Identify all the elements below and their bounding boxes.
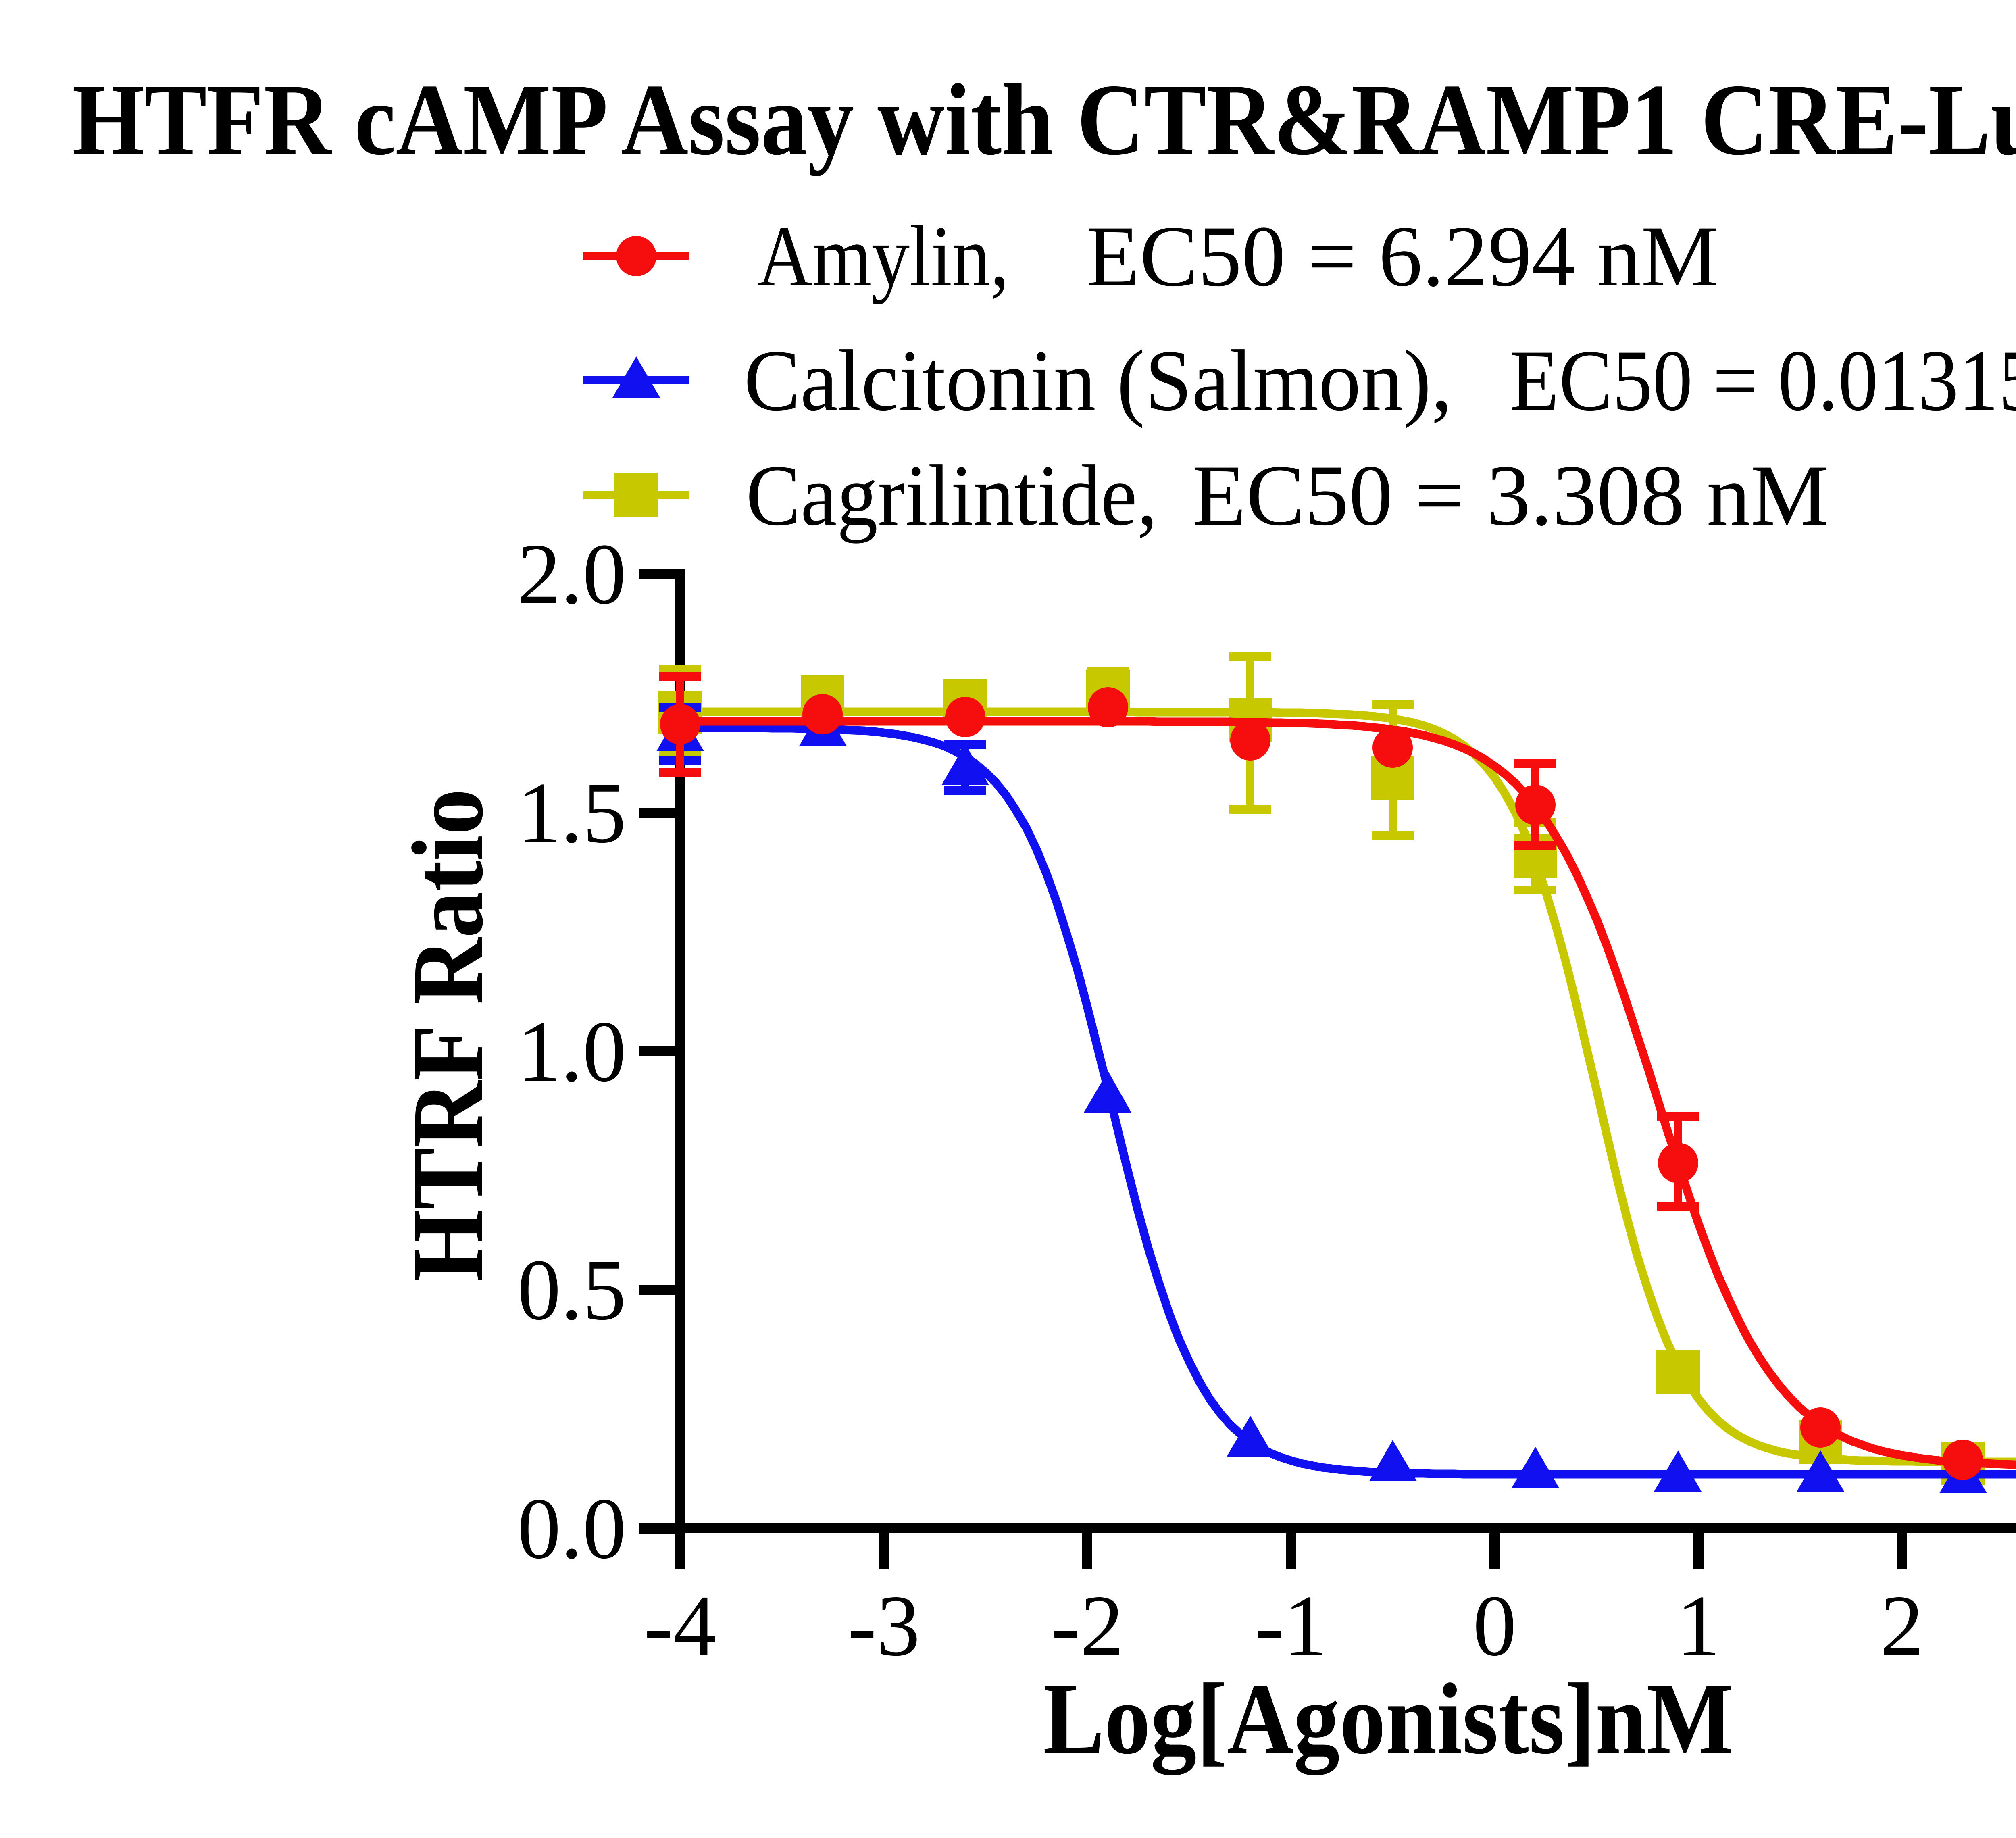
svg-text:0.0: 0.0 — [517, 1480, 626, 1577]
svg-text:1.0: 1.0 — [517, 1003, 626, 1100]
svg-text:Calcitonin (Salmon),: Calcitonin (Salmon), — [744, 332, 1452, 429]
svg-text:EC50 = 3.308 nM: EC50 = 3.308 nM — [1192, 447, 1829, 544]
svg-text:EC50 = 6.294 nM: EC50 = 6.294 nM — [1086, 208, 1719, 304]
svg-text:2.0: 2.0 — [517, 526, 626, 622]
svg-text:-2: -2 — [1051, 1578, 1124, 1674]
svg-text:0: 0 — [1473, 1578, 1516, 1674]
svg-text:Cagrilintide,: Cagrilintide, — [746, 447, 1158, 544]
svg-text:EC50 = 0.01315 nM: EC50 = 0.01315 nM — [1510, 332, 2016, 429]
svg-text:-3: -3 — [848, 1578, 920, 1674]
svg-text:-4: -4 — [644, 1578, 716, 1674]
svg-text:0.5: 0.5 — [517, 1242, 626, 1338]
svg-text:HTFR cAMP Assay with CTR&RAMP1: HTFR cAMP Assay with CTR&RAMP1 CRE-Luc H… — [72, 63, 2016, 176]
svg-text:2: 2 — [1880, 1578, 1924, 1674]
svg-text:HTRF Ratio: HTRF Ratio — [391, 789, 504, 1282]
svg-text:-1: -1 — [1255, 1578, 1327, 1674]
svg-text:Amylin,: Amylin, — [757, 208, 1009, 304]
svg-text:1: 1 — [1677, 1578, 1720, 1674]
svg-text:Log[Agonists]nM: Log[Agonists]nM — [1043, 1662, 1733, 1775]
svg-text:1.5: 1.5 — [517, 765, 626, 861]
